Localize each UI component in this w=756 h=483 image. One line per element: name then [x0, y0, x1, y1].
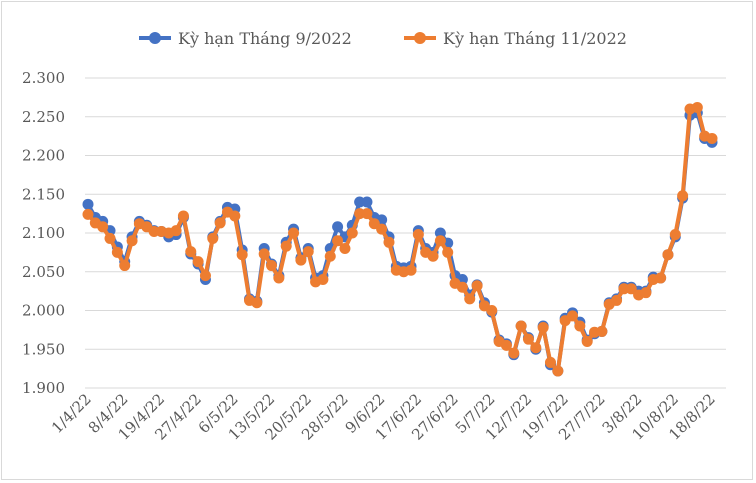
data-point — [199, 270, 211, 282]
data-point — [332, 235, 344, 247]
data-point — [273, 272, 285, 284]
data-point — [500, 339, 512, 351]
data-point — [544, 356, 556, 368]
data-point — [111, 246, 123, 258]
y-tick-label: 2.200 — [22, 147, 65, 165]
data-point — [640, 287, 652, 299]
data-point — [611, 294, 623, 306]
data-point — [126, 235, 138, 247]
series-2 — [82, 101, 718, 377]
y-tick-label: 2.100 — [22, 224, 65, 242]
data-point — [596, 325, 608, 337]
data-point — [515, 320, 527, 332]
data-point — [427, 250, 439, 262]
data-point — [104, 232, 116, 244]
y-tick-label: 2.000 — [22, 302, 65, 320]
data-point — [376, 223, 388, 235]
data-point — [361, 196, 373, 208]
data-point — [295, 254, 307, 266]
data-point — [119, 260, 131, 272]
data-point — [170, 225, 182, 237]
data-point — [251, 297, 263, 309]
data-point — [258, 248, 270, 260]
legend-marker-2 — [414, 32, 426, 44]
data-point — [706, 132, 718, 144]
data-point — [574, 320, 586, 332]
series-1 — [82, 107, 718, 377]
data-point — [412, 229, 424, 241]
legend-item-1: Kỳ hạn Tháng 9/2022 — [139, 29, 352, 48]
data-point — [280, 240, 292, 252]
data-point — [442, 246, 454, 258]
data-point — [339, 243, 351, 254]
data-point — [361, 208, 373, 220]
data-point — [691, 101, 703, 113]
y-tick-label: 2.300 — [22, 69, 65, 87]
data-point — [383, 236, 395, 248]
data-point — [486, 305, 498, 316]
data-point — [567, 310, 579, 322]
data-point — [97, 221, 109, 233]
data-point — [214, 217, 226, 229]
data-point — [82, 198, 94, 210]
data-point — [236, 249, 248, 261]
data-point — [192, 256, 204, 268]
legend-marker-1 — [149, 32, 161, 44]
data-point — [346, 227, 358, 239]
legend: Kỳ hạn Tháng 9/2022 Kỳ hạn Tháng 11/2022 — [139, 29, 627, 48]
data-point — [177, 210, 189, 222]
data-point — [332, 221, 344, 233]
data-point — [655, 272, 667, 284]
y-tick-label: 2.050 — [22, 263, 65, 281]
series-line — [86, 105, 713, 373]
data-point — [434, 227, 446, 239]
data-point — [581, 336, 593, 347]
data-point — [82, 208, 94, 220]
data-point — [677, 190, 689, 202]
data-point — [464, 293, 476, 305]
gridlines — [85, 77, 726, 389]
data-point — [288, 227, 300, 239]
series-line — [86, 110, 713, 373]
legend-label-2: Kỳ hạn Tháng 11/2022 — [443, 29, 627, 48]
data-point — [662, 249, 674, 261]
data-point — [625, 283, 637, 295]
x-tick-label: 1/4/22 — [48, 390, 95, 437]
data-point — [669, 229, 681, 241]
data-point — [266, 260, 278, 272]
data-point — [456, 281, 468, 293]
data-point — [317, 274, 329, 285]
data-point — [522, 333, 534, 345]
legend-label-1: Kỳ hạn Tháng 9/2022 — [178, 29, 352, 48]
data-point — [324, 250, 336, 262]
data-point — [471, 280, 483, 292]
data-point — [530, 342, 542, 354]
series-group — [82, 101, 718, 377]
data-point — [229, 210, 241, 222]
data-point — [537, 322, 549, 334]
data-point — [508, 347, 520, 359]
y-tick-label: 1.900 — [22, 379, 65, 397]
data-point — [207, 232, 219, 244]
y-tick-label: 2.150 — [22, 185, 65, 203]
data-point — [552, 365, 564, 377]
x-axis-ticks: 1/4/228/4/2219/4/2227/4/226/5/2213/5/222… — [48, 390, 719, 444]
y-tick-label: 2.250 — [22, 108, 65, 126]
legend-item-2: Kỳ hạn Tháng 11/2022 — [404, 29, 627, 48]
y-axis-ticks: 1.900 1.950 2.000 2.050 2.100 2.150 2.200 2.250… — [22, 69, 65, 397]
data-point — [302, 246, 314, 258]
y-tick-label: 1.950 — [22, 340, 65, 358]
data-point — [434, 235, 446, 247]
data-point — [405, 264, 417, 276]
data-point — [185, 246, 197, 258]
